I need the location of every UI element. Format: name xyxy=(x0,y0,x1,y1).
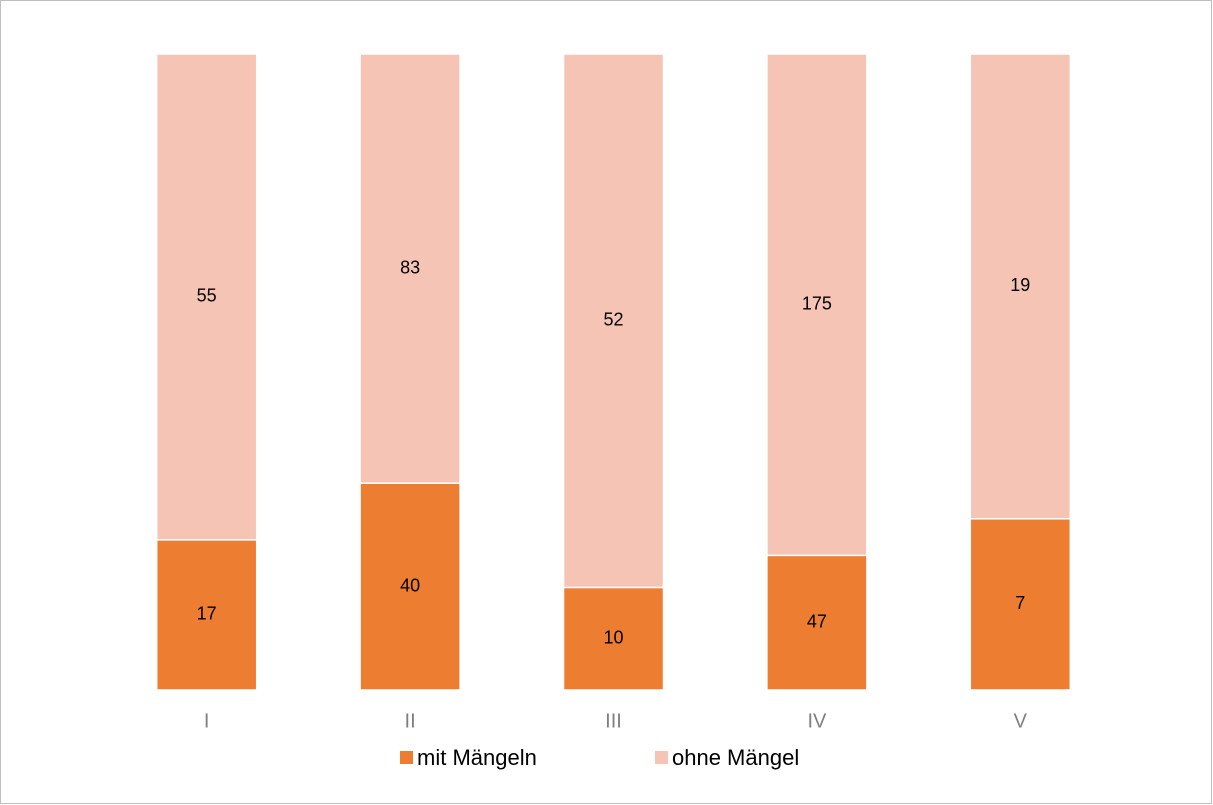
bar-segment xyxy=(155,539,258,691)
legend-label: ohne Mängel xyxy=(672,745,799,770)
bar-segment xyxy=(969,518,1072,691)
data-label: 7 xyxy=(1015,593,1025,613)
x-tick-label: I xyxy=(204,710,210,732)
bar-segment xyxy=(766,53,868,557)
data-label: 83 xyxy=(400,257,420,277)
legend-swatch xyxy=(400,751,413,764)
bar-segment xyxy=(562,586,665,691)
data-label: 175 xyxy=(802,293,832,313)
data-label: 40 xyxy=(400,575,420,595)
legend-swatch xyxy=(655,751,668,764)
x-tick-label: II xyxy=(405,710,416,732)
data-label: 17 xyxy=(197,604,217,624)
x-tick-label: IV xyxy=(807,710,827,732)
data-label: 55 xyxy=(197,286,217,306)
bar-segment xyxy=(766,554,868,691)
bar-segment xyxy=(562,53,665,589)
data-label: 47 xyxy=(807,611,827,631)
bar-segment xyxy=(969,53,1072,520)
legend-label: mit Mängeln xyxy=(417,745,537,770)
data-label: 10 xyxy=(603,627,623,647)
data-label: 19 xyxy=(1010,275,1030,295)
bar-segment xyxy=(359,482,461,691)
x-tick-label: III xyxy=(605,710,622,732)
bar-segment xyxy=(155,53,258,541)
x-tick-label: V xyxy=(1014,710,1028,732)
data-label: 52 xyxy=(603,309,623,329)
bar-segment xyxy=(359,53,461,484)
